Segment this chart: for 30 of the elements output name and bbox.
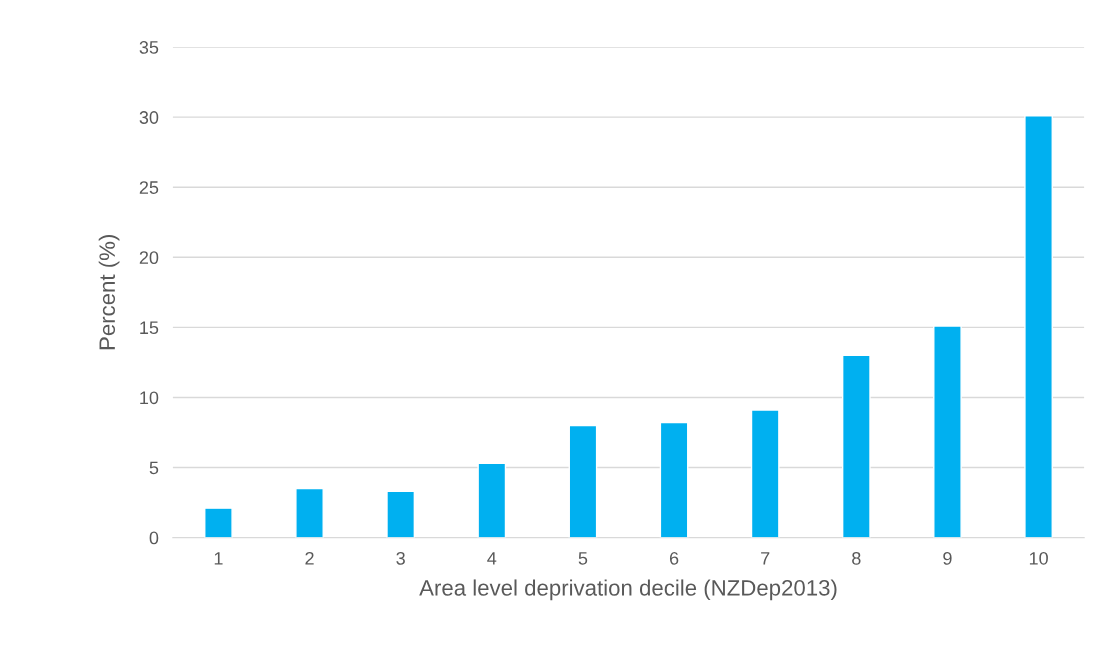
- y-tick-label: 10: [140, 391, 159, 405]
- bar: [386, 490, 416, 538]
- y-axis-title: Percent (%): [98, 235, 120, 350]
- bar: [568, 424, 598, 538]
- x-tick-label: 6: [669, 551, 679, 565]
- bar: [659, 421, 689, 538]
- x-tick-label: 3: [396, 551, 405, 565]
- bar: [750, 409, 780, 538]
- y-tick-label: 30: [139, 111, 159, 124]
- y-tick-label: 0: [149, 531, 159, 545]
- x-tick-label: 9: [943, 551, 952, 565]
- x-tick-label: 8: [852, 551, 861, 565]
- bar: [841, 354, 871, 538]
- y-tick-label: 35: [139, 41, 159, 54]
- x-tick-label: 2: [305, 551, 314, 565]
- y-tick-label: 5: [149, 461, 159, 475]
- bar: [204, 507, 233, 538]
- bar: [477, 462, 507, 538]
- y-tick-label: 15: [140, 321, 159, 335]
- x-tick-label: 4: [487, 552, 497, 565]
- x-tick-label: 10: [1029, 551, 1048, 565]
- x-tick-label: 1: [214, 552, 223, 565]
- bar: [295, 487, 324, 538]
- bar: [933, 325, 962, 538]
- x-axis-title: Area level deprivation decile (NZDep2013): [419, 579, 837, 601]
- bar: [1024, 115, 1053, 538]
- x-tick-label: 5: [578, 552, 588, 565]
- y-tick-label: 25: [139, 181, 159, 194]
- y-tick-label: 20: [139, 251, 159, 265]
- x-tick-label: 7: [761, 552, 770, 565]
